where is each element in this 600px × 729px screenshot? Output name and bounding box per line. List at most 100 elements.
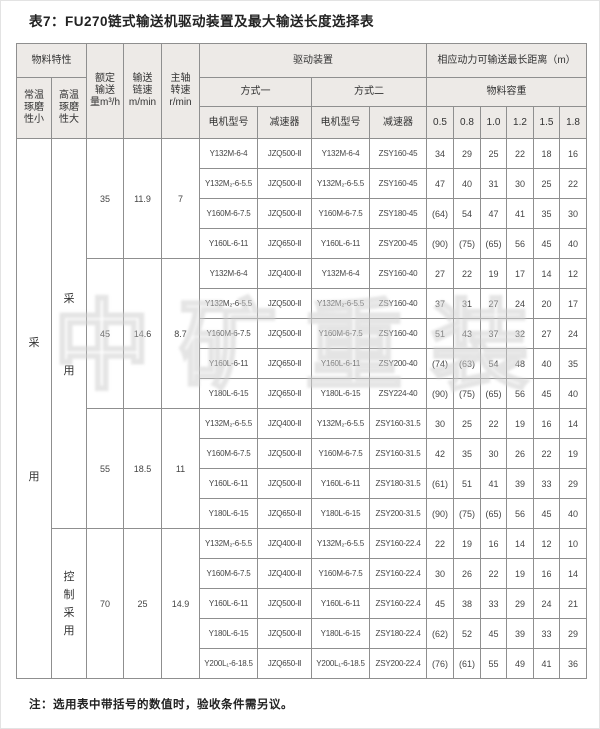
mode1-motor-cell: Y180L-6-15 — [199, 378, 258, 409]
distance-cell: (90) — [426, 498, 454, 529]
distance-cell: 30 — [506, 168, 534, 199]
distance-cell: 41 — [506, 198, 534, 229]
distance-cell: 30 — [426, 558, 454, 589]
distance-cell: 32 — [506, 318, 534, 349]
shaft-speed-cell: 7 — [161, 138, 200, 259]
distance-cell: 17 — [506, 258, 534, 289]
distance-cell: 30 — [480, 438, 507, 469]
distance-cell: 54 — [453, 198, 481, 229]
table-row: Y160M-6-7.5 JZQ500-Ⅱ Y160M-6-7.5 ZSY180-45(… — [17, 198, 588, 229]
usage-char: 制 — [63, 588, 75, 601]
capacity-cell: 45 — [86, 258, 124, 409]
mode2-motor-cell: Y132M₂-6-5.5 — [311, 168, 370, 199]
distance-cell: 21 — [558, 588, 588, 619]
header-drive-device: 驱动装置 — [199, 43, 427, 78]
usage-high-temp: 采用 — [51, 138, 87, 529]
table-row: Y200L₁-6-18.5 JZQ650-Ⅱ Y200L₁-6-18.5 ZSY200… — [17, 648, 588, 679]
distance-cell: 12 — [533, 528, 560, 559]
distance-cell: 12 — [558, 258, 588, 289]
usage-normal-temp-text: 采用 — [18, 334, 51, 484]
mode2-motor-cell: Y160M-6-7.5 — [311, 438, 370, 469]
usage-char: 用 — [28, 470, 40, 483]
distance-cell: 36 — [558, 648, 588, 679]
distance-cell: 10 — [558, 528, 588, 559]
mode1-motor-cell: Y132M₂-6-5.5 — [199, 528, 258, 559]
selection-table: 物料特性 额定 输送 量m³/h 输送 链速 m/min 主轴 转速 r/min… — [16, 43, 588, 679]
distance-cell: 35 — [533, 198, 560, 229]
distance-cell: 24 — [558, 318, 588, 349]
distance-cell: 22 — [533, 438, 560, 469]
usage-char: 用 — [63, 364, 75, 377]
mode2-motor-cell: Y180L-6-15 — [311, 378, 370, 409]
distance-cell: 41 — [480, 468, 507, 499]
distance-cell: 30 — [426, 408, 454, 439]
mode2-motor-cell: Y160L-6-11 — [311, 348, 370, 379]
header-mode-one: 方式一 — [199, 77, 312, 107]
shaft-speed-cell: 8.7 — [161, 258, 200, 409]
table-row: 采用采用 35 11.9 7 Y132M-6-4 JZQ500-Ⅱ Y132M-6-4 ZSY… — [16, 138, 588, 679]
mode2-reducer-cell: ZSY160-31.5 — [369, 438, 427, 469]
header-rated-capacity: 额定 输送 量m³/h — [86, 43, 124, 139]
mode1-reducer-cell: JZQ500-Ⅱ — [257, 588, 312, 619]
mode1-motor-cell: Y200L₁-6-18.5 — [199, 648, 258, 679]
mode1-motor-cell: Y180L-6-15 — [199, 618, 258, 649]
distance-cell: 22 — [426, 528, 454, 559]
table-title: 表7：FU270链式输送机驱动装置及最大输送长度选择表 — [29, 14, 375, 29]
usage-char: 控 — [63, 570, 75, 583]
mode2-motor-cell: Y160M-6-7.5 — [311, 318, 370, 349]
capacity-cell: 55 — [86, 408, 124, 529]
distance-cell: 45 — [533, 378, 560, 409]
distance-cell: 51 — [426, 318, 454, 349]
distance-cell: (61) — [453, 648, 481, 679]
distance-cell: 14 — [506, 528, 534, 559]
usage-high-temp-text: 采用 — [53, 290, 86, 378]
mode2-reducer-cell: ZSY200-31.5 — [369, 498, 427, 529]
mode2-reducer-cell: ZSY160-45 — [369, 168, 427, 199]
distance-cell: 16 — [533, 408, 560, 439]
header-density-1.8: 1.8 — [558, 106, 588, 139]
distance-cell: 14 — [558, 558, 588, 589]
mode1-motor-cell: Y132M₂-6-5.5 — [199, 168, 258, 199]
mode2-motor-cell: Y132M-6-4 — [311, 138, 370, 169]
mode1-motor-cell: Y160M-6-7.5 — [199, 558, 258, 589]
distance-cell: 22 — [453, 258, 481, 289]
distance-cell: 33 — [480, 588, 507, 619]
distance-cell: (65) — [480, 498, 507, 529]
header-normal-temp-low-abrasion: 常温 琢磨 性小 — [16, 77, 52, 139]
mode2-motor-cell: Y160M-6-7.5 — [311, 198, 370, 229]
table-row: 45 14.6 8.7 Y132M-6-4 JZQ400-Ⅱ Y132M-6-4 ZSY16… — [17, 258, 588, 409]
distance-cell: 16 — [533, 558, 560, 589]
distance-cell: 52 — [453, 618, 481, 649]
mode2-reducer-cell: ZSY160-45 — [369, 138, 427, 169]
mode1-reducer-cell: JZQ500-Ⅱ — [257, 468, 312, 499]
distance-cell: 42 — [426, 438, 454, 469]
distance-cell: (64) — [426, 198, 454, 229]
mode1-reducer-cell: JZQ400-Ⅱ — [257, 408, 312, 439]
table-body: 采用采用 35 11.9 7 Y132M-6-4 JZQ500-Ⅱ Y132M-6-4 ZSY… — [16, 138, 588, 679]
mode1-reducer-cell: JZQ400-Ⅱ — [257, 528, 312, 559]
distance-cell: 48 — [506, 348, 534, 379]
distance-cell: 45 — [426, 588, 454, 619]
usage-char: 采 — [63, 606, 75, 619]
capacity-cell: 35 — [86, 138, 124, 259]
mode1-motor-cell: Y160L-6-11 — [199, 228, 258, 259]
mode1-reducer-cell: JZQ400-Ⅱ — [257, 558, 312, 589]
table-row: 55 18.5 11 Y132M₂-6-5.5 JZQ400-Ⅱ Y132M₂-6-5.5… — [17, 408, 588, 529]
distance-cell: (90) — [426, 228, 454, 259]
distance-cell: 31 — [480, 168, 507, 199]
distance-cell: 39 — [506, 618, 534, 649]
mode2-motor-cell: Y180L-6-15 — [311, 618, 370, 649]
mode2-motor-cell: Y180L-6-15 — [311, 498, 370, 529]
header-density-1.0: 1.0 — [480, 106, 507, 139]
table-row: Y160L-6-11 JZQ500-Ⅱ Y160L-6-11 ZSY180-31.5(… — [17, 468, 588, 499]
distance-cell: 40 — [558, 498, 588, 529]
distance-cell: 49 — [506, 648, 534, 679]
distance-cell: 37 — [480, 318, 507, 349]
distance-cell: 14 — [558, 408, 588, 439]
table-row: Y180L-6-15 JZQ650-Ⅱ Y180L-6-15 ZSY224-40 (90… — [17, 378, 588, 409]
mode1-reducer-cell: JZQ500-Ⅱ — [257, 288, 312, 319]
distance-cell: 56 — [506, 378, 534, 409]
table-row: Y132M₂-6-5.5 JZQ500-Ⅱ Y132M₂-6-5.5 ZSY160-4… — [17, 288, 588, 319]
distance-cell: 33 — [533, 618, 560, 649]
distance-cell: 37 — [426, 288, 454, 319]
